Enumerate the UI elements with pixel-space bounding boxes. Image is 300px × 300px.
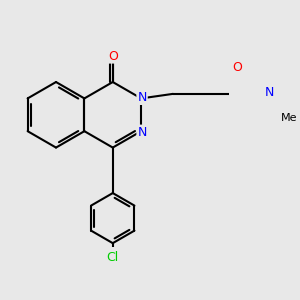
Text: N: N — [265, 86, 274, 100]
Text: Me: Me — [281, 113, 297, 123]
Text: N: N — [137, 91, 147, 104]
Text: O: O — [108, 50, 118, 63]
Text: N: N — [137, 126, 147, 139]
Text: O: O — [232, 61, 242, 74]
Text: Cl: Cl — [106, 251, 119, 264]
